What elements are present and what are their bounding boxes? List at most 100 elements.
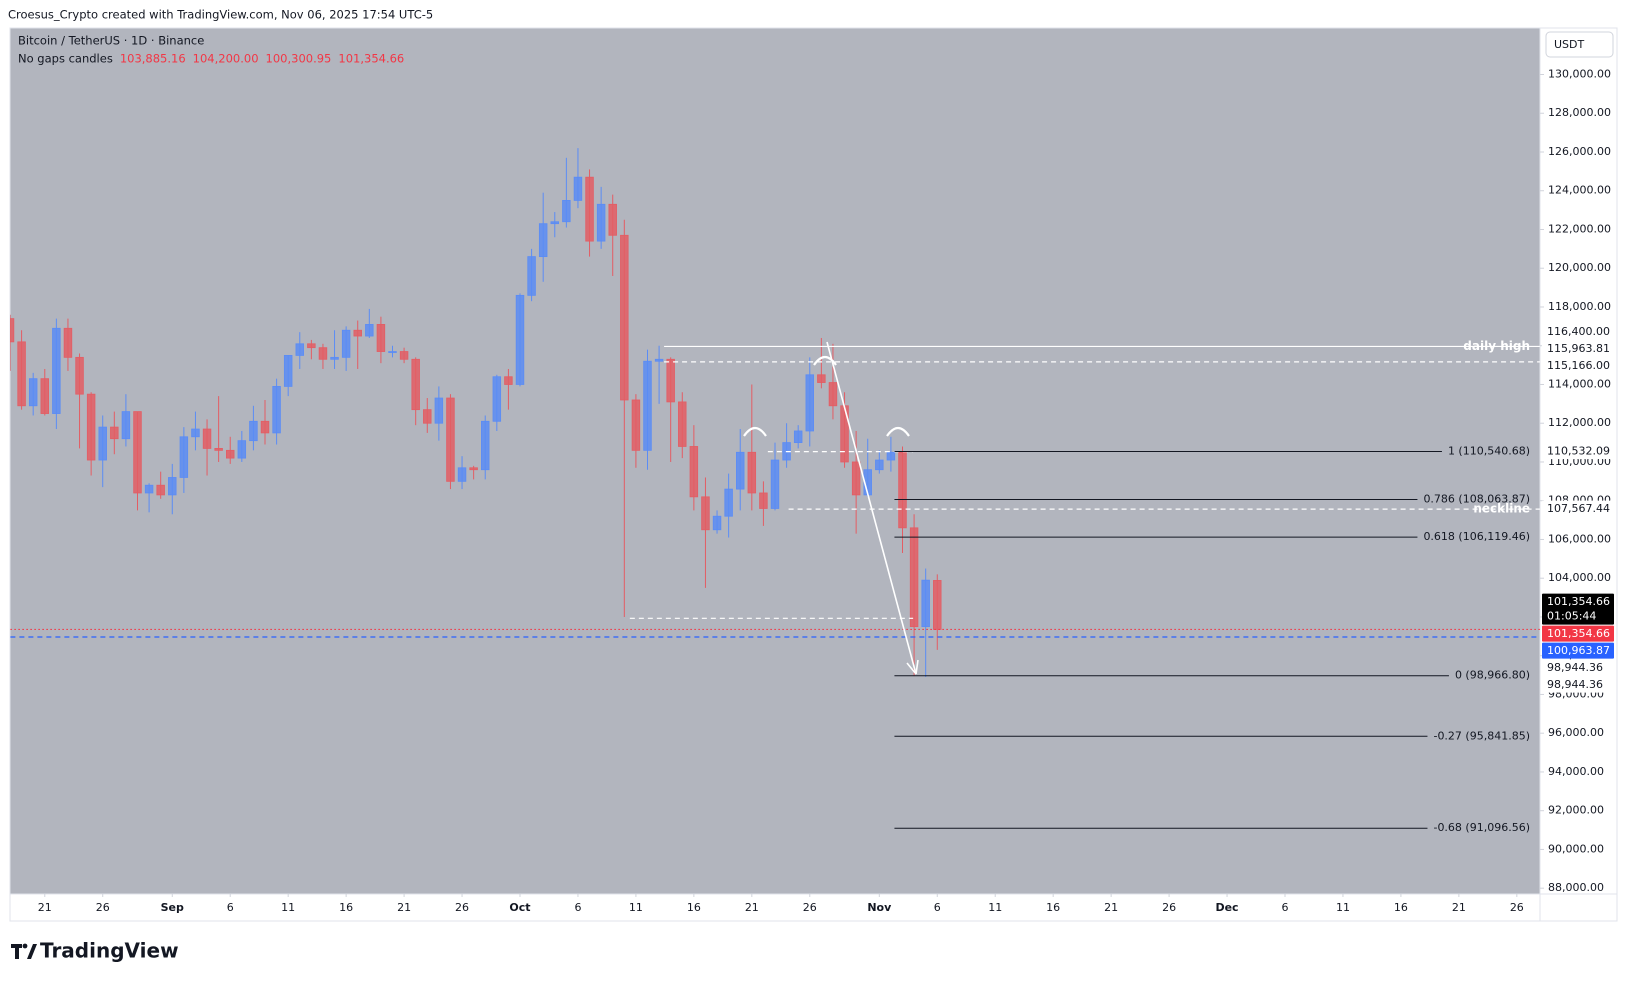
candle-body <box>596 203 606 242</box>
candle-body <box>156 484 165 496</box>
candle-body <box>898 451 907 529</box>
y-tick-label: 114,000.00 <box>1548 377 1611 390</box>
y-tick-label: 112,000.00 <box>1548 416 1611 429</box>
price-tag-label: 101,354.66 <box>1547 595 1610 608</box>
x-tick-label: 6 <box>1282 901 1289 914</box>
y-tick-label: 106,000.00 <box>1548 532 1611 545</box>
candle-body <box>875 459 884 471</box>
y-tick-label: 126,000.00 <box>1548 145 1611 158</box>
candle-body <box>179 436 189 478</box>
y-tick-label: 104,000.00 <box>1548 571 1611 584</box>
candle-body <box>365 324 374 337</box>
candle-body <box>527 256 536 296</box>
x-tick-label: 6 <box>934 901 941 914</box>
x-tick-label: 21 <box>38 901 52 914</box>
y-tick-label: 122,000.00 <box>1548 222 1611 235</box>
fib-label: 0 (98,966.80) <box>1455 669 1530 682</box>
x-tick-label: 6 <box>227 901 234 914</box>
y-tick-label: 118,000.00 <box>1548 300 1611 313</box>
price-tag <box>1542 500 1614 517</box>
candle-body <box>121 411 131 440</box>
candle-body <box>933 580 942 630</box>
candle-body <box>851 461 861 496</box>
level-label: neckline <box>1473 502 1530 516</box>
axis-layer: 130,000.00 128,000.00 126,000.00 124,000.00… <box>38 67 1614 914</box>
candle-body <box>376 324 386 352</box>
y-tick-label: 88,000.00 <box>1548 881 1604 894</box>
candle-body <box>144 484 154 494</box>
candle-body <box>237 440 247 459</box>
y-tick-label: 130,000.00 <box>1548 67 1611 80</box>
candle-body <box>202 428 212 449</box>
candle-body <box>411 358 420 411</box>
x-tick-label: 21 <box>1452 901 1466 914</box>
candle-body <box>515 294 525 385</box>
candle-body <box>678 401 687 447</box>
candle-body <box>423 409 432 424</box>
candle-body <box>98 426 107 461</box>
x-tick-label: 6 <box>574 901 581 914</box>
price-tag <box>1542 625 1614 642</box>
price-axis <box>1540 28 1617 894</box>
candle-body <box>666 358 675 403</box>
pattern-arc <box>813 355 837 366</box>
candle-body <box>191 428 200 438</box>
price-tag <box>1542 340 1614 357</box>
time-axis <box>10 894 1617 921</box>
candle-body <box>793 430 803 443</box>
candle-body <box>886 451 896 461</box>
price-tag-label: 98,944.36 <box>1547 661 1603 674</box>
x-tick-label: 21 <box>745 901 759 914</box>
x-tick-label: 16 <box>1046 901 1060 914</box>
price-tag-label: 98,944.36 <box>1547 678 1603 691</box>
x-tick-label: 21 <box>1104 901 1118 914</box>
candle-body <box>909 527 919 628</box>
candle-body <box>446 397 455 482</box>
candle-body <box>40 378 49 414</box>
x-tick-label: 26 <box>455 901 469 914</box>
candle-body <box>620 234 629 401</box>
candle-body <box>538 223 548 258</box>
candle-body <box>17 341 26 407</box>
level-label: daily high <box>1463 339 1530 353</box>
x-tick-label: Dec <box>1215 901 1238 914</box>
candle-body <box>86 393 96 461</box>
legend-value: 103,885.16 <box>120 52 186 66</box>
x-tick-label: 26 <box>1510 901 1524 914</box>
candle-body <box>921 579 930 628</box>
candle-body <box>770 459 780 509</box>
candle-body <box>10 318 15 343</box>
y-tick-label: 92,000.00 <box>1548 804 1604 817</box>
logo-part <box>15 944 19 959</box>
price-tag-label: 107,567.44 <box>1547 502 1610 515</box>
y-tick-label: 124,000.00 <box>1548 184 1611 197</box>
header-title: Croesus_Crypto created with TradingView.… <box>8 8 433 22</box>
x-tick-label: 11 <box>1336 901 1350 914</box>
countdown: 01:05:44 <box>1547 610 1596 623</box>
candle-body <box>608 203 617 236</box>
candle-body <box>736 451 745 490</box>
candle-body <box>434 397 444 424</box>
price-tag-label: 101,354.66 <box>1547 627 1610 640</box>
currency-label[interactable]: USDT <box>1554 38 1585 51</box>
price-tag <box>1542 357 1614 374</box>
symbol-label: Bitcoin / TetherUS · 1D · Binance <box>18 34 204 48</box>
candle-body <box>110 426 119 440</box>
annotations <box>743 341 919 675</box>
candle-body <box>168 477 177 496</box>
price-tag-label: 115,963.81 <box>1547 342 1610 355</box>
price-tag-label: 100,963.87 <box>1547 644 1610 657</box>
x-tick-label: 11 <box>988 901 1002 914</box>
x-tick-label: 26 <box>96 901 110 914</box>
candle-body <box>701 496 710 531</box>
candle-body <box>457 467 467 482</box>
candle-body <box>840 405 849 463</box>
candle-body <box>654 358 664 362</box>
currency-button[interactable] <box>1545 31 1614 58</box>
candle-body <box>318 347 328 360</box>
candle-body <box>63 327 73 358</box>
candle-body <box>341 329 351 358</box>
candle-body <box>214 448 223 451</box>
logo <box>11 943 37 959</box>
